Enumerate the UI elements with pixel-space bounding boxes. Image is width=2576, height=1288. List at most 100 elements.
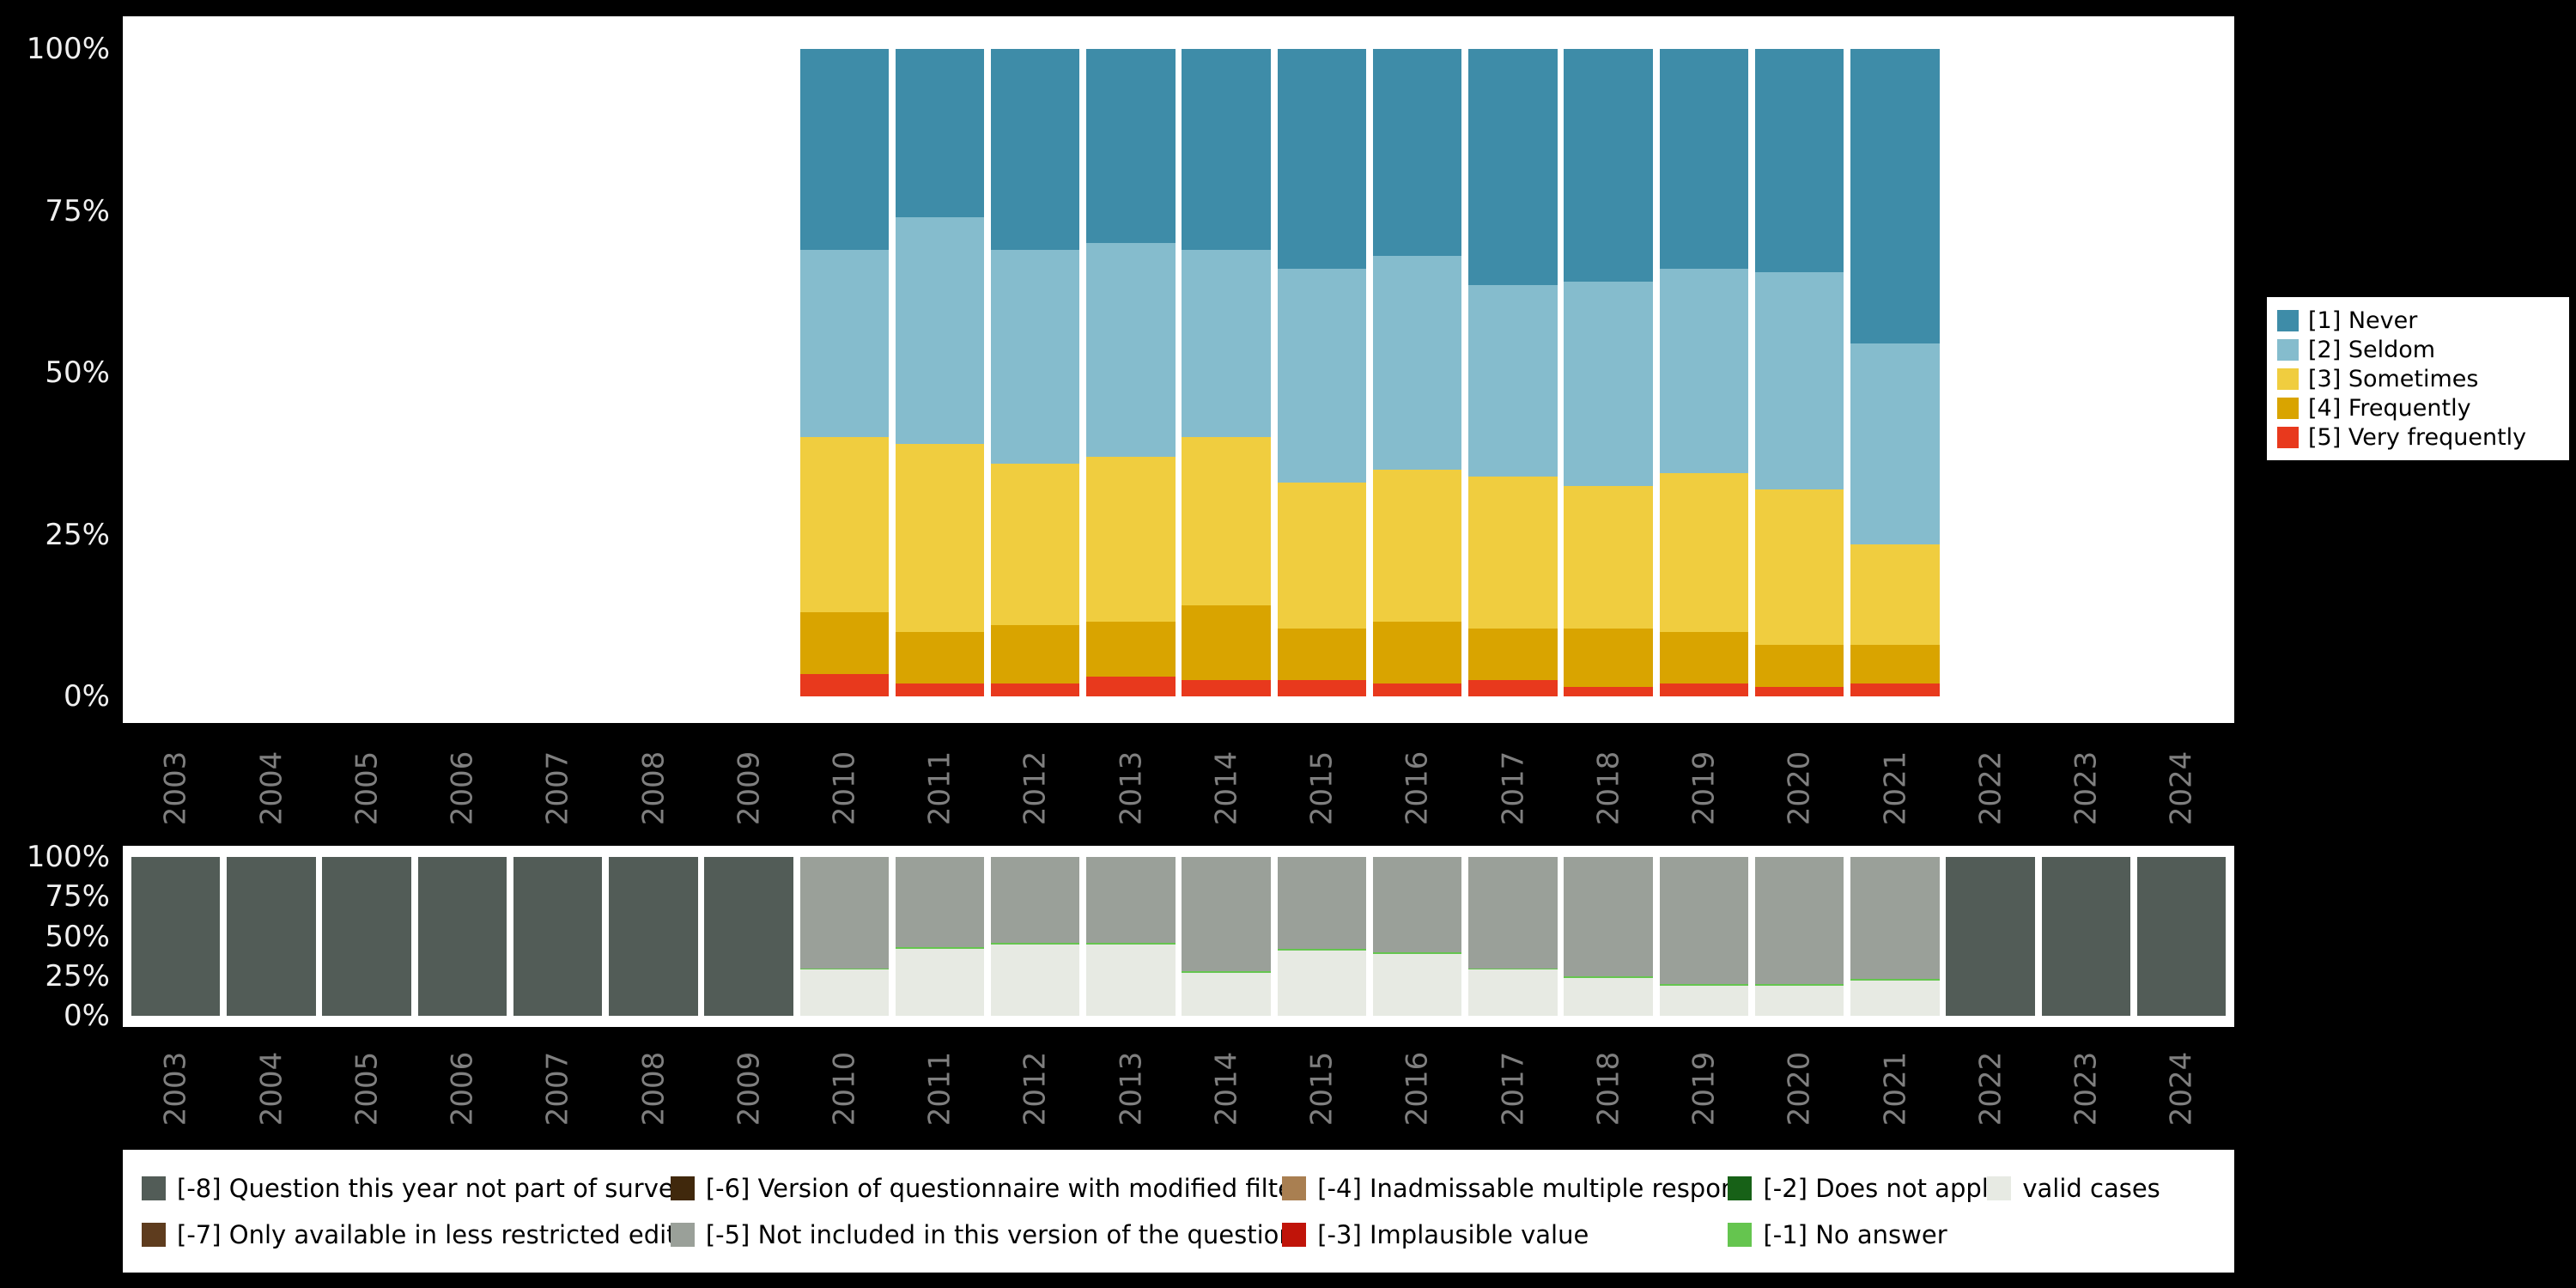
year-label: 2008 bbox=[635, 1051, 671, 1126]
year-label: 2013 bbox=[1113, 750, 1148, 825]
bar-segment bbox=[1372, 622, 1462, 683]
y-axis-tick-label: 0% bbox=[64, 679, 110, 714]
bar-segment bbox=[1372, 470, 1462, 623]
bar-segment bbox=[991, 944, 1080, 1016]
bar-segment bbox=[1182, 680, 1271, 696]
bar-slot-2023 bbox=[2038, 49, 2134, 696]
bar-segment bbox=[1086, 677, 1176, 696]
year-label: 2017 bbox=[1495, 750, 1530, 825]
legend-label: [3] Sometimes bbox=[2308, 365, 2479, 392]
bar-slot-2005 bbox=[319, 857, 414, 1016]
year-label: 2024 bbox=[2164, 1051, 2199, 1126]
x-axis-tick: 2022 bbox=[1942, 734, 2038, 841]
bar-segment bbox=[1754, 272, 1844, 489]
legend-color-swatch bbox=[2277, 368, 2299, 390]
bar-slot-2010 bbox=[797, 857, 892, 1016]
bar-slot-2012 bbox=[987, 49, 1083, 696]
bar-segment bbox=[1659, 985, 1749, 1016]
bar-slot-2015 bbox=[1274, 49, 1370, 696]
bar-segment bbox=[1850, 49, 1940, 344]
stacked-bar-2016 bbox=[1372, 857, 1462, 1016]
legend-color-swatch bbox=[1987, 1176, 2012, 1200]
bar-slot-2013 bbox=[1083, 857, 1178, 1016]
legend-label: [-2] Does not apply bbox=[1763, 1173, 1988, 1203]
bar-segment bbox=[1946, 857, 2035, 1016]
bar-segment bbox=[1468, 628, 1558, 681]
bar-segment bbox=[1754, 686, 1844, 696]
x-axis-tick: 2004 bbox=[223, 1035, 319, 1142]
year-label: 2003 bbox=[158, 1051, 193, 1126]
x-axis-tick: 2016 bbox=[1370, 734, 1465, 841]
bar-segment bbox=[1086, 944, 1176, 1016]
x-axis-tick: 2021 bbox=[1847, 734, 1942, 841]
x-axis-tick: 2003 bbox=[128, 734, 223, 841]
bar-segment bbox=[1086, 49, 1176, 244]
missing-y-axis: 100% 75% 50% 25% 0% bbox=[0, 840, 110, 1033]
stacked-bar-2018 bbox=[1564, 49, 1653, 696]
bar-segment bbox=[1277, 680, 1367, 696]
bar-slot-2016 bbox=[1370, 857, 1465, 1016]
bar-segment bbox=[1468, 49, 1558, 286]
legend-color-swatch bbox=[670, 1222, 695, 1247]
stacked-bar-2021 bbox=[1850, 49, 1940, 696]
bar-slot-2021 bbox=[1847, 49, 1942, 696]
bar-segment bbox=[1468, 969, 1558, 1016]
bar-segment bbox=[131, 857, 221, 1016]
year-label: 2019 bbox=[1686, 750, 1722, 825]
legend-label: [4] Frequently bbox=[2308, 394, 2471, 422]
x-axis-tick: 2006 bbox=[415, 1035, 510, 1142]
year-label: 2015 bbox=[1304, 1051, 1340, 1126]
bar-segment bbox=[1468, 285, 1558, 477]
bar-segment bbox=[991, 857, 1080, 943]
bar-segment bbox=[1468, 968, 1558, 970]
legend-color-swatch bbox=[670, 1176, 695, 1200]
bar-segment bbox=[1850, 644, 1940, 683]
bar-segment bbox=[1372, 857, 1462, 953]
bar-segment bbox=[1754, 489, 1844, 645]
legend-item: [-2] Does not apply bbox=[1728, 1174, 1987, 1203]
stacked-bar-2023 bbox=[2041, 857, 2131, 1016]
legend-label: [-3] Implausible value bbox=[1317, 1219, 1589, 1249]
x-axis-tick: 2012 bbox=[987, 1035, 1083, 1142]
bar-slot-2006 bbox=[415, 49, 510, 696]
stacked-bar-2011 bbox=[895, 49, 985, 696]
bar-slot-2004 bbox=[223, 49, 319, 696]
year-label: 2009 bbox=[732, 1051, 767, 1126]
bar-slot-2015 bbox=[1274, 857, 1370, 1016]
bar-segment bbox=[1277, 49, 1367, 270]
legend-label: valid cases bbox=[2022, 1173, 2160, 1203]
x-axis-tick: 2007 bbox=[510, 1035, 605, 1142]
bar-segment bbox=[799, 249, 889, 438]
bar-segment bbox=[1754, 644, 1844, 687]
bar-segment bbox=[1182, 249, 1271, 438]
legend-color-swatch bbox=[2277, 426, 2299, 448]
bar-segment bbox=[1468, 680, 1558, 696]
stacked-bar-2016 bbox=[1372, 49, 1462, 696]
bar-segment bbox=[1372, 683, 1462, 696]
year-label: 2024 bbox=[2164, 750, 2199, 825]
bar-segment bbox=[895, 857, 985, 948]
bar-segment bbox=[1086, 942, 1176, 945]
x-axis-tick: 2021 bbox=[1847, 1035, 1942, 1142]
year-label: 2018 bbox=[1591, 1051, 1626, 1126]
x-axis-tick: 2023 bbox=[2038, 1035, 2134, 1142]
x-axis-tick: 2023 bbox=[2038, 734, 2134, 841]
legend-label: [-4] Inadmissable multiple response bbox=[1317, 1173, 1728, 1203]
stacked-bar-2022 bbox=[1946, 857, 2035, 1016]
bar-segment bbox=[1659, 683, 1749, 696]
stacked-bar-2012 bbox=[991, 857, 1080, 1016]
bar-segment bbox=[1564, 857, 1653, 976]
missing-value-legend: [-8] Question this year not part of surv… bbox=[123, 1150, 2234, 1273]
stacked-bar-2010 bbox=[799, 857, 889, 1016]
bar-segment bbox=[895, 683, 985, 696]
year-label: 2004 bbox=[253, 750, 289, 825]
stacked-bar-2011 bbox=[895, 857, 985, 1016]
stacked-bar-2017 bbox=[1468, 857, 1558, 1016]
x-axis-tick: 2024 bbox=[2134, 1035, 2229, 1142]
bar-slot-2016 bbox=[1370, 49, 1465, 696]
x-axis-tick: 2005 bbox=[319, 1035, 414, 1142]
year-label: 2004 bbox=[253, 1051, 289, 1126]
bar-segment bbox=[227, 857, 316, 1016]
stacked-bar-2004 bbox=[227, 857, 316, 1016]
